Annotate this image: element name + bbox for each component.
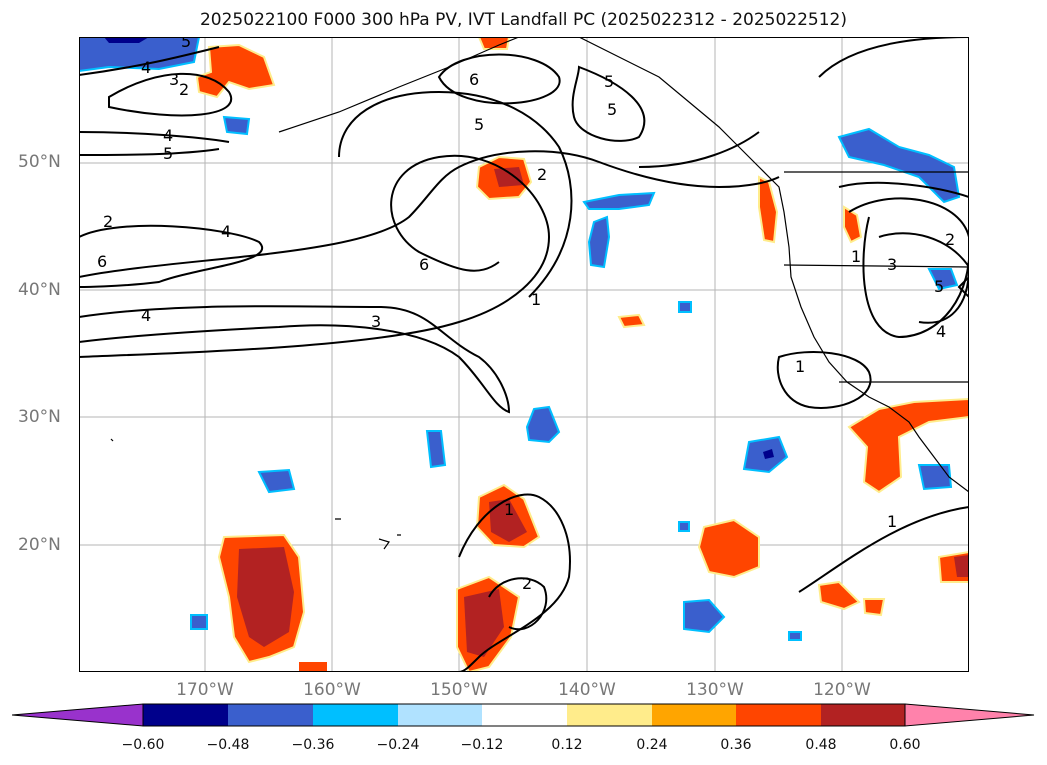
colorbar-segment	[398, 704, 482, 726]
shade-blue-ne	[837, 127, 961, 204]
contour-line	[108, 72, 233, 117]
lat-label-50n: 50°N	[18, 152, 61, 172]
lat-label-40n: 40°N	[18, 280, 61, 300]
colorbar-tick: −0.24	[376, 737, 420, 753]
colorbar-segment	[143, 704, 228, 726]
contour-label: 3	[169, 70, 179, 89]
contour-labels: 5 4 3 2 6 5 5 4 5 2 5 4 6 4 3 6 1 2 1 3 …	[97, 37, 955, 593]
contour-label: 4	[221, 222, 231, 241]
contour-line	[838, 181, 969, 198]
contour-line	[957, 275, 969, 299]
contour-label: 4	[141, 58, 151, 77]
contour-line	[848, 197, 969, 339]
contour-line	[437, 53, 561, 105]
colorbar-tick: −0.48	[206, 737, 250, 753]
contour-label: 6	[419, 255, 429, 274]
colorbar-tick: −0.12	[460, 737, 504, 753]
pv-contours	[79, 37, 969, 672]
contour-line	[878, 232, 969, 324]
contour-label: 1	[504, 500, 514, 519]
contour-label: 2	[945, 230, 955, 249]
contour-label: 5	[163, 144, 173, 163]
contour-label: 5	[934, 277, 944, 296]
contour-label: 4	[163, 126, 173, 145]
contour-label: 5	[607, 100, 617, 119]
colorbar-tick: −0.60	[121, 737, 165, 753]
contour-label: 2	[179, 80, 189, 99]
contour-line	[79, 150, 780, 278]
lon-label-170w: 170°W	[176, 680, 234, 700]
colorbar-segment	[228, 704, 313, 726]
contour-line	[79, 224, 263, 288]
lat-label-20n: 20°N	[18, 535, 61, 555]
contour-label: 5	[181, 37, 191, 51]
contour-label: 6	[469, 70, 479, 89]
contour-label: 1	[851, 247, 861, 266]
colorbar-segment	[482, 704, 567, 726]
coastlines	[110, 37, 969, 550]
contour-label: 2	[537, 165, 547, 184]
contour-line	[79, 305, 511, 414]
contour-label: 1	[531, 290, 541, 309]
lat-label-30n: 30°N	[18, 407, 61, 427]
contour-line	[458, 493, 571, 672]
colorbar-segment	[904, 703, 1035, 727]
colorbar	[12, 703, 1035, 727]
contour-label: 5	[474, 115, 484, 134]
contour-label: 6	[97, 252, 107, 271]
colorbar-segment	[567, 704, 652, 726]
contour-label: 2	[103, 212, 113, 231]
contour-label: 5	[604, 72, 614, 91]
colorbar-tick: 0.60	[889, 737, 921, 753]
contour-label: 3	[887, 255, 897, 274]
ivt-shading	[79, 37, 969, 672]
contour-line	[776, 351, 872, 409]
contour-line	[338, 90, 573, 298]
contour-line	[79, 154, 551, 358]
contour-line	[79, 46, 220, 76]
shade-orange-1	[195, 43, 276, 99]
colorbar-tick: 0.36	[720, 737, 752, 753]
contour-label: 1	[887, 512, 897, 531]
contour-line	[638, 131, 760, 168]
lon-label-130w: 130°W	[686, 680, 744, 700]
contour-label: 4	[936, 322, 946, 341]
contour-label: 4	[141, 306, 151, 325]
colorbar-tick: 0.24	[636, 737, 668, 753]
lon-label-140w: 140°W	[558, 680, 616, 700]
contour-line	[571, 65, 646, 142]
map-title: 2025022100 F000 300 hPa PV, IVT Landfall…	[199, 10, 847, 30]
contour-line	[79, 131, 230, 143]
map-panel: 5 4 3 2 6 5 5 4 5 2 5 4 6 4 3 6 1 2 1 3 …	[79, 37, 969, 672]
colorbar-segment	[821, 704, 905, 726]
lon-label-120w: 120°W	[813, 680, 871, 700]
shade-blue-nw	[79, 37, 201, 73]
lon-label-150w: 150°W	[430, 680, 488, 700]
colorbar-segment	[652, 704, 736, 726]
colorbar-segment	[12, 703, 144, 727]
contour-label: 1	[795, 357, 805, 376]
lon-label-160w: 160°W	[303, 680, 361, 700]
colorbar-tick: 0.12	[551, 737, 583, 753]
colorbar-segment	[313, 704, 398, 726]
colorbar-tick: 0.48	[805, 737, 837, 753]
contour-label: 2	[522, 574, 532, 593]
colorbar-segment	[736, 704, 821, 726]
contour-line	[798, 506, 969, 593]
colorbar-tick: −0.36	[291, 737, 335, 753]
contour-label: 3	[371, 312, 381, 331]
contour-line	[79, 148, 220, 156]
contour-line	[488, 577, 548, 631]
